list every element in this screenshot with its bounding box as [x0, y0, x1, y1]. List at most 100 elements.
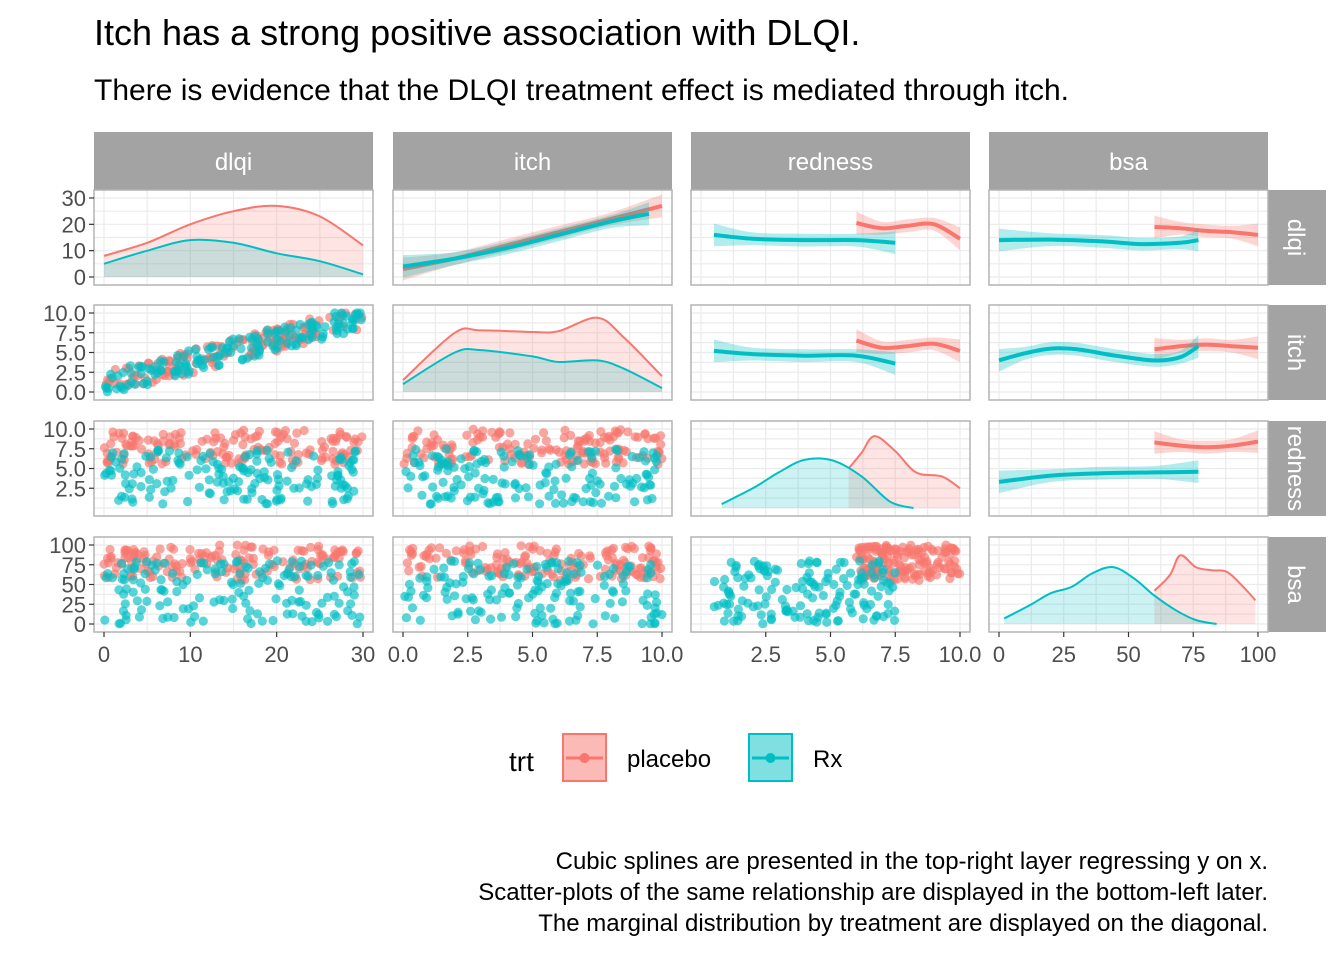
scatter-point-placebo [547, 569, 557, 579]
scatter-point-Rx [829, 579, 839, 590]
scatter-point-placebo [328, 446, 338, 456]
scatter-point-Rx [141, 451, 151, 461]
scatter-point-Rx [507, 457, 517, 467]
caption-line-1: Cubic splines are presented in the top-r… [555, 848, 1268, 875]
scatter-point-Rx [524, 593, 534, 603]
scatter-point-Rx [802, 609, 812, 619]
scatter-point-Rx [484, 571, 494, 581]
scatter-point-Rx [199, 558, 209, 568]
scatter-point-Rx [192, 465, 202, 475]
x-tick-label: 50 [1116, 642, 1140, 667]
scatter-point-Rx [237, 463, 247, 473]
scatter-point-Rx [294, 597, 304, 607]
scatter-point-Rx [348, 467, 358, 477]
scatter-point-placebo [123, 545, 133, 555]
scatter-point-Rx [120, 492, 130, 502]
scatter-point-Rx [513, 598, 524, 609]
scatter-point-placebo [166, 542, 176, 552]
scatter-point-Rx [288, 609, 298, 619]
x-tick-label: 30 [351, 642, 375, 667]
scatter-point-placebo [551, 544, 562, 554]
scatter-point-Rx [746, 573, 756, 583]
scatter-point-Rx [294, 561, 304, 572]
scatter-point-Rx [460, 464, 470, 474]
density-line-Rx [721, 457, 914, 509]
spline-band-placebo [1154, 430, 1258, 454]
scatter-point-placebo [351, 548, 362, 558]
x-tick-label: 20 [264, 642, 288, 667]
scatter-point-Rx [136, 605, 147, 615]
scatter-point-Rx [564, 556, 574, 566]
density-area-Rx [721, 458, 914, 508]
scatter-point-Rx [156, 356, 166, 366]
y-tick-label: 50 [62, 573, 86, 598]
spline-line-placebo [855, 221, 962, 241]
scatter-point-Rx [733, 616, 743, 626]
scatter-point-Rx [403, 483, 413, 493]
scatter-point-Rx [184, 346, 194, 356]
row-strip-itch [1268, 305, 1326, 400]
scatter-point-placebo [185, 554, 195, 564]
scatter-point-Rx [414, 457, 424, 467]
scatter-point-Rx [228, 603, 238, 614]
scatter-point-Rx [483, 589, 493, 599]
scatter-point-Rx [219, 495, 229, 505]
scatter-point-Rx [198, 451, 208, 461]
scatter-point-placebo [864, 542, 874, 552]
scatter-point-placebo [419, 551, 429, 561]
scatter-point-placebo [876, 544, 887, 554]
scatter-point-Rx [156, 575, 166, 585]
scatter-point-placebo [915, 569, 925, 580]
scatter-point-Rx [795, 612, 805, 622]
strip-itch [393, 132, 672, 190]
scatter-point-Rx [349, 556, 359, 567]
scatter-point-Rx [754, 559, 764, 570]
scatter-point-Rx [313, 465, 323, 475]
scatter-point-Rx [422, 576, 432, 586]
scatter-point-placebo [167, 561, 178, 572]
scatter-point-Rx [480, 473, 490, 484]
scatter-point-placebo [528, 544, 538, 554]
x-tick-label: 10.0 [641, 642, 684, 667]
panel-dlqi-dlqi [94, 190, 373, 285]
scatter-point-placebo [258, 544, 268, 554]
x-tick-label: 25 [1052, 642, 1076, 667]
scatter-point-placebo [407, 549, 418, 559]
scatter-point-placebo [612, 427, 622, 437]
scatter-point-Rx [565, 596, 575, 606]
scatter-point-Rx [126, 377, 136, 387]
scatter-point-Rx [616, 473, 626, 484]
spline-line-Rx [713, 348, 896, 366]
scatter-point-placebo [627, 541, 637, 552]
scatter-point-Rx [621, 586, 631, 596]
scatter-point-Rx [171, 357, 181, 367]
scatter-point-Rx [241, 598, 251, 608]
scatter-point-Rx [464, 472, 474, 482]
scatter-point-Rx [644, 472, 654, 482]
scatter-point-Rx [194, 593, 205, 603]
scatter-point-Rx [228, 334, 238, 344]
scatter-point-Rx [124, 484, 134, 494]
scatter-point-Rx [867, 560, 877, 570]
scatter-point-Rx [846, 568, 856, 578]
scatter-point-Rx [856, 573, 866, 584]
scatter-point-Rx [874, 556, 884, 566]
scatter-point-Rx [214, 463, 224, 473]
scatter-point-placebo [149, 436, 159, 446]
scatter-point-placebo [895, 561, 906, 571]
y-tick-label: 2.5 [55, 476, 86, 501]
y-tick-label: 10.0 [43, 417, 86, 442]
scatter-point-Rx [257, 616, 267, 626]
scatter-point-Rx [337, 455, 347, 465]
spline-line-placebo [855, 338, 961, 353]
scatter-point-Rx [272, 470, 283, 480]
scatter-point-Rx [737, 596, 747, 606]
scatter-point-placebo [656, 439, 666, 449]
scatter-point-Rx [264, 454, 274, 464]
scatter-point-Rx [343, 587, 353, 597]
scatter-point-Rx [140, 569, 150, 579]
scatter-point-Rx [287, 557, 297, 567]
scatter-point-Rx [228, 473, 238, 483]
density-area-placebo [104, 205, 363, 277]
scatter-point-Rx [333, 470, 343, 480]
